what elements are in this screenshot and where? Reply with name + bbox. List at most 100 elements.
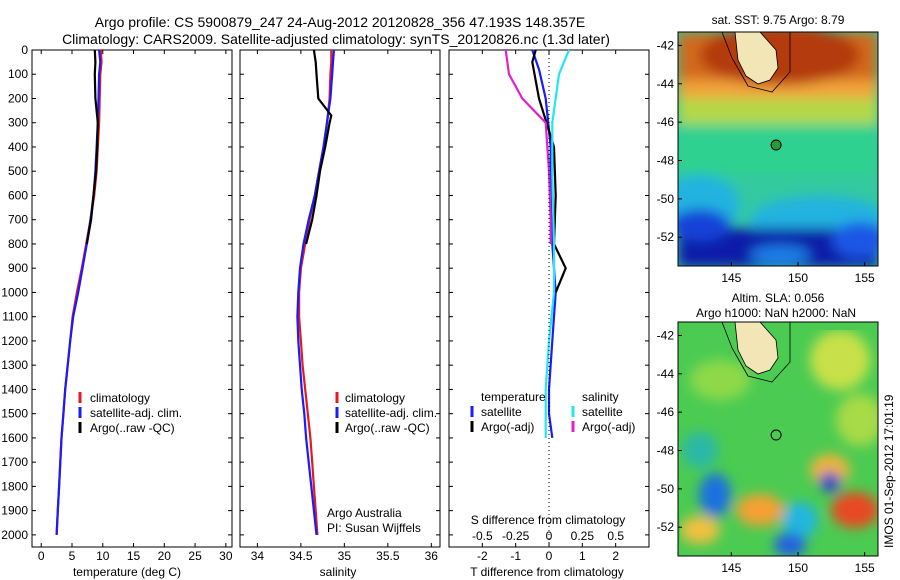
s-tick-label: 0 — [546, 529, 553, 543]
s-difference-axis-label: S difference from climatology — [471, 513, 626, 527]
x-tick-label: -1 — [510, 549, 521, 563]
salinity-legend: climatology satellite-adj. clim. Argo(..… — [327, 391, 437, 535]
s-tick-label: 0.5 — [607, 529, 624, 543]
salinity-axis-label: salinity — [320, 565, 357, 579]
legend-temperature-heading: temperature — [481, 390, 546, 404]
s-tick-label: 0.25 — [571, 529, 595, 543]
series-line — [531, 49, 567, 293]
legend-t-argo-label: Argo(-adj) — [481, 420, 534, 434]
depth-tick-label: 1500 — [1, 407, 28, 421]
sla-map — [678, 322, 878, 556]
series-line — [296, 49, 335, 536]
map-y-tick-label: -48 — [657, 154, 675, 168]
depth-tick-label: 1100 — [2, 310, 28, 324]
depth-tick-label: 500 — [8, 164, 28, 178]
temperature-axis-label: temperature (deg C) — [73, 565, 181, 579]
salinity-panel-frame — [239, 49, 441, 548]
series-line — [85, 49, 99, 245]
series-line — [531, 49, 557, 439]
depth-tick-label: 1400 — [1, 382, 28, 396]
map-x-tick-label: 145 — [721, 561, 741, 575]
x-tick-label: 15 — [127, 549, 141, 563]
sla-map-title: Altim. SLA: 0.056 — [732, 291, 825, 305]
map-y-tick-label: -48 — [657, 444, 675, 458]
depth-tick-label: 200 — [8, 91, 28, 105]
x-tick-label: -2 — [477, 549, 488, 563]
depth-tick-label: 1900 — [1, 504, 28, 518]
legend-s-argo-label: Argo(-adj) — [582, 420, 635, 434]
map-x-tick-label: 150 — [788, 561, 808, 575]
map-y-tick-label: -42 — [657, 38, 675, 52]
map-y-tick-label: -46 — [657, 115, 675, 129]
credit-line-2: PI: Susan Wijffels — [327, 521, 421, 535]
series-line — [504, 49, 552, 244]
legend-climatology-label: climatology — [345, 391, 405, 405]
series-line — [305, 49, 333, 245]
x-tick-label: 34.5 — [289, 549, 313, 563]
s-tick-label: -0.25 — [502, 529, 530, 543]
credit-line-1: Argo Australia — [327, 506, 402, 520]
legend-s-satellite-label: satellite — [582, 405, 623, 419]
x-tick-label: 5 — [69, 549, 76, 563]
series-line — [544, 49, 571, 438]
depth-axis: 0 100 200 300 400 500 600 700 800 900 1000 1100 1200… — [1, 43, 649, 542]
depth-tick-label: 0 — [21, 43, 28, 57]
sla-map-frame — [677, 321, 879, 557]
map-y-tick-label: -42 — [657, 328, 675, 342]
x-tick-label: 34 — [251, 549, 265, 563]
x-axis-ticks: 0 5 10 15 20 25 30 34 34.5 35 35.5 36 -2 -1 0 1 2 -0.5 -0.… — [38, 50, 624, 563]
legend-salinity-heading: salinity — [582, 390, 619, 404]
sst-map-axis: 145 150 155 -42 -44 -46 -48 -50 -52 — [657, 38, 875, 285]
depth-tick-label: 400 — [8, 140, 28, 154]
x-tick-label: 36 — [425, 549, 439, 563]
t-difference-axis-label: T difference from climatology — [470, 565, 624, 579]
depth-tick-label: 800 — [8, 237, 28, 251]
legend-climatology-label: climatology — [90, 391, 150, 405]
temperature-series — [55, 49, 103, 535]
map-x-tick-label: 145 — [721, 271, 741, 285]
legend-satellite-label: satellite-adj. clim. — [90, 406, 182, 420]
map-y-tick-label: -52 — [657, 230, 675, 244]
depth-tick-label: 1700 — [1, 455, 28, 469]
legend-argo-label: Argo(..raw -QC) — [345, 421, 430, 435]
depth-tick-label: 1600 — [1, 431, 28, 445]
depth-tick-label: 2000 — [1, 528, 28, 542]
x-tick-label: 35 — [338, 549, 352, 563]
series-line — [55, 49, 102, 535]
x-tick-label: 20 — [158, 549, 172, 563]
difference-series — [504, 49, 571, 439]
depth-tick-label: 300 — [8, 116, 28, 130]
x-tick-label: 25 — [188, 549, 202, 563]
sst-map-frame — [677, 31, 879, 267]
depth-tick-label: 600 — [8, 188, 28, 202]
x-tick-label: 2 — [612, 549, 619, 563]
depth-tick-label: 1000 — [1, 285, 28, 299]
land-outline — [721, 322, 791, 383]
header-subtitle: Climatology: CARS2009. Satellite-adjuste… — [62, 31, 610, 47]
tasmania-land — [734, 322, 779, 375]
header-title: Argo profile: CS 5900879_247 24-Aug-2012… — [95, 14, 585, 30]
map-y-tick-label: -52 — [657, 520, 675, 534]
x-tick-label: 10 — [96, 549, 110, 563]
x-tick-label: 35.5 — [376, 549, 400, 563]
salinity-series — [296, 49, 335, 536]
sst-map — [678, 32, 878, 266]
argo-float-marker — [770, 429, 782, 441]
map-y-tick-label: -50 — [657, 192, 675, 206]
depth-tick-label: 1800 — [1, 479, 28, 493]
depth-tick-label: 900 — [8, 261, 28, 275]
difference-legend: temperature satellite Argo(-adj) salinit… — [470, 390, 635, 434]
legend-argo-label: Argo(..raw -QC) — [90, 421, 175, 435]
map-x-tick-label: 155 — [855, 561, 875, 575]
x-tick-label: 0 — [38, 549, 45, 563]
temperature-panel-frame — [31, 49, 233, 548]
depth-tick-label: 700 — [8, 213, 28, 227]
sst-map-title: sat. SST: 9.75 Argo: 8.79 — [712, 13, 845, 27]
tasmania-land — [734, 32, 779, 85]
map-y-tick-label: -44 — [657, 77, 675, 91]
sla-map-subtitle: Argo h1000: NaN h2000: NaN — [696, 306, 856, 320]
map-x-tick-label: 150 — [788, 271, 808, 285]
legend-satellite-label: satellite-adj. clim. — [345, 406, 437, 420]
depth-tick-label: 100 — [8, 67, 28, 81]
x-tick-label: 0 — [546, 549, 553, 563]
